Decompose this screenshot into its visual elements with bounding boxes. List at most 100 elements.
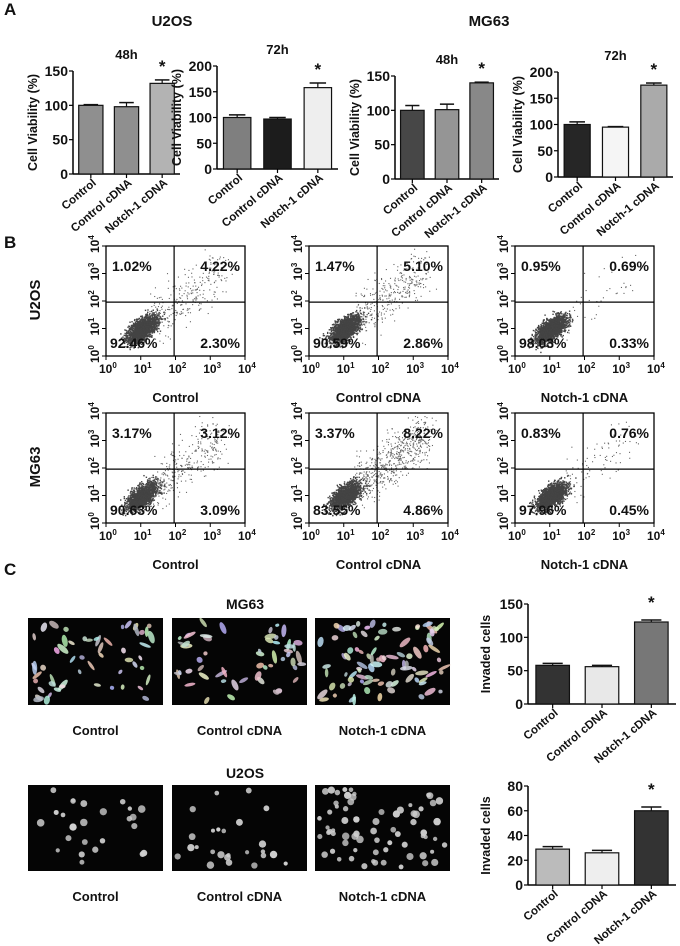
event-dot: [337, 332, 340, 334]
event-dot: [340, 342, 342, 345]
event-dot: [141, 320, 144, 322]
event-dot: [141, 323, 143, 325]
event-dot: [128, 339, 130, 341]
significance-star: *: [315, 60, 322, 79]
event-dot: [140, 339, 142, 342]
event-dot: [136, 319, 138, 321]
panel-label-a: A: [4, 0, 16, 19]
event-dot: [158, 317, 161, 320]
event-dot: [409, 283, 411, 285]
event-dot: [146, 337, 149, 339]
event-dot: [199, 294, 201, 296]
event-dot: [355, 309, 358, 312]
event-dot: [176, 302, 178, 304]
event-dot: [347, 331, 349, 334]
event-dot: [131, 332, 133, 335]
event-dot: [384, 307, 386, 309]
event-dot: [188, 269, 190, 271]
event-dot: [337, 336, 340, 338]
event-dot: [341, 324, 343, 326]
event-dot: [358, 317, 361, 319]
event-dot: [358, 324, 360, 326]
event-dot: [337, 339, 339, 341]
event-dot: [358, 322, 360, 325]
event-dot: [182, 312, 184, 314]
event-dot: [359, 323, 361, 325]
event-dot: [366, 306, 368, 308]
event-dot: [553, 341, 555, 343]
event-dot: [216, 286, 218, 288]
event-dot: [155, 321, 157, 324]
event-dot: [337, 329, 340, 331]
event-dot: [201, 277, 204, 279]
event-dot: [133, 325, 135, 328]
quadrant-lower-right: 2.30%: [200, 335, 240, 351]
event-dot: [167, 336, 169, 338]
event-dot: [413, 255, 415, 257]
event-dot: [340, 321, 342, 324]
event-dot: [366, 316, 368, 318]
event-dot: [389, 295, 391, 297]
x-tick-label: 103: [203, 361, 221, 376]
event-dot: [169, 309, 171, 311]
event-dot: [355, 295, 357, 297]
event-dot: [217, 274, 219, 276]
event-dot: [131, 337, 134, 339]
event-dot: [219, 256, 221, 258]
event-dot: [568, 319, 570, 321]
event-dot: [342, 335, 344, 338]
event-dot: [132, 340, 134, 342]
event-dot: [331, 324, 334, 326]
event-dot: [348, 332, 350, 335]
event-dot: [144, 328, 146, 331]
event-dot: [350, 336, 352, 339]
event-dot: [347, 339, 350, 341]
event-dot: [192, 292, 194, 294]
event-dot: [336, 332, 338, 335]
event-dot: [142, 333, 144, 336]
event-dot: [379, 311, 381, 313]
event-dot: [349, 320, 351, 322]
event-dot: [338, 339, 340, 342]
event-dot: [128, 328, 131, 330]
event-dot: [360, 323, 363, 326]
event-dot: [156, 313, 158, 315]
event-dot: [334, 329, 336, 331]
event-dot: [384, 287, 386, 289]
event-dot: [420, 260, 422, 262]
event-dot: [402, 290, 404, 292]
event-dot: [134, 324, 137, 326]
event-dot: [418, 280, 421, 282]
event-dot: [144, 329, 146, 331]
event-dot: [140, 337, 142, 339]
event-dot: [334, 346, 336, 348]
event-dot: [145, 317, 148, 319]
event-dot: [142, 335, 145, 337]
event-dot: [148, 314, 151, 316]
event-dot: [214, 271, 216, 273]
event-dot: [154, 295, 156, 298]
event-dot: [342, 327, 344, 330]
event-dot: [425, 278, 427, 280]
event-dot: [346, 334, 349, 336]
event-dot: [339, 327, 341, 330]
event-dot: [145, 316, 148, 319]
event-dot: [423, 269, 425, 271]
event-dot: [426, 251, 428, 253]
event-dot: [377, 313, 379, 315]
event-dot: [421, 257, 423, 259]
event-dot: [152, 320, 155, 322]
event-dot: [134, 335, 137, 337]
event-dot: [203, 268, 205, 270]
event-dot: [133, 337, 136, 339]
event-dot: [340, 331, 342, 333]
y-tick-label: 200: [189, 58, 213, 74]
event-dot: [152, 319, 154, 321]
event-dot: [394, 299, 396, 301]
y-tick-label: 101: [290, 317, 305, 335]
event-dot: [127, 338, 129, 341]
event-dot: [167, 308, 169, 310]
event-dot: [357, 326, 359, 329]
event-dot: [153, 320, 156, 323]
